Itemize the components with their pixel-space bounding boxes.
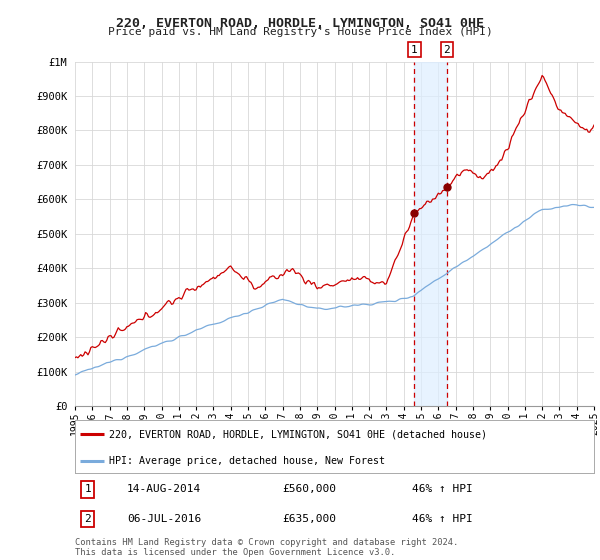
- Text: Price paid vs. HM Land Registry's House Price Index (HPI): Price paid vs. HM Land Registry's House …: [107, 27, 493, 37]
- Text: 46% ↑ HPI: 46% ↑ HPI: [412, 514, 473, 524]
- Text: 220, EVERTON ROAD, HORDLE, LYMINGTON, SO41 0HE (detached house): 220, EVERTON ROAD, HORDLE, LYMINGTON, SO…: [109, 430, 487, 440]
- Text: 220, EVERTON ROAD, HORDLE, LYMINGTON, SO41 0HE: 220, EVERTON ROAD, HORDLE, LYMINGTON, SO…: [116, 17, 484, 30]
- Text: 1: 1: [85, 484, 91, 494]
- Text: 2: 2: [443, 45, 451, 55]
- Text: 2: 2: [85, 514, 91, 524]
- Text: 06-JUL-2016: 06-JUL-2016: [127, 514, 201, 524]
- Text: 46% ↑ HPI: 46% ↑ HPI: [412, 484, 473, 494]
- Text: 1: 1: [411, 45, 418, 55]
- Text: £635,000: £635,000: [283, 514, 337, 524]
- Text: HPI: Average price, detached house, New Forest: HPI: Average price, detached house, New …: [109, 456, 385, 466]
- Text: £560,000: £560,000: [283, 484, 337, 494]
- Text: Contains HM Land Registry data © Crown copyright and database right 2024.
This d: Contains HM Land Registry data © Crown c…: [75, 538, 458, 557]
- Text: 14-AUG-2014: 14-AUG-2014: [127, 484, 201, 494]
- Bar: [415, 62, 447, 406]
